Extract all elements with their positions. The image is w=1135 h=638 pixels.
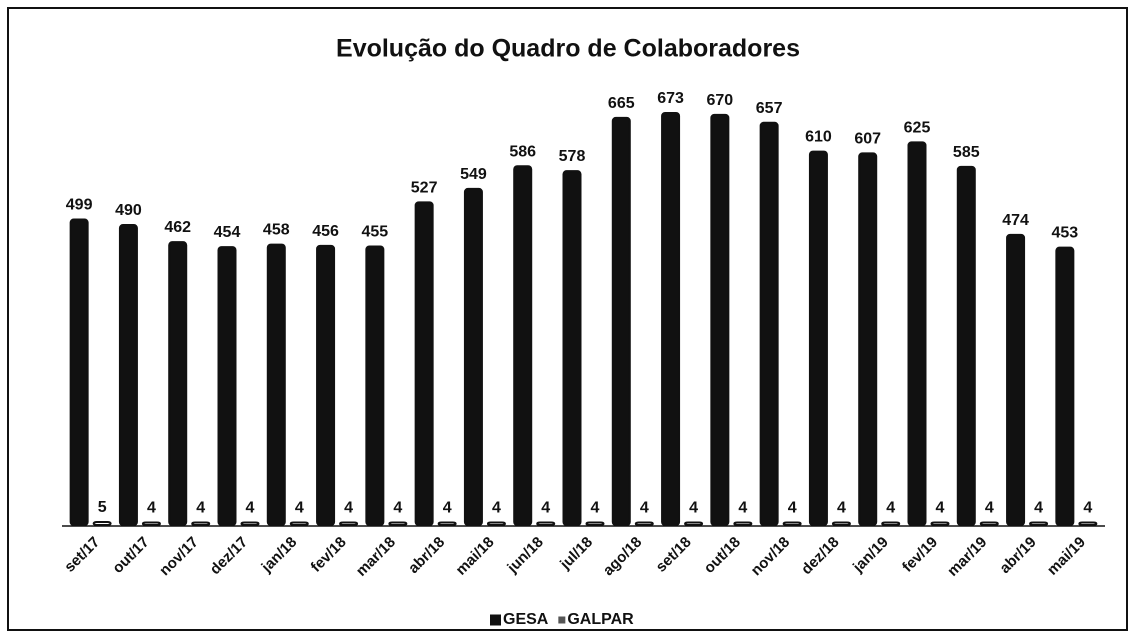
bar [979,521,999,527]
legend-label: GESA [503,611,549,628]
value-label: 4 [1034,500,1043,517]
bar [266,243,286,526]
value-label: 610 [805,129,832,146]
value-label: 4 [492,500,501,517]
legend-swatch [558,616,566,624]
bar [437,521,457,527]
value-label: 4 [985,500,994,517]
bar [118,224,138,526]
legend-swatch [490,614,501,626]
value-label: 4 [196,500,205,517]
bar [710,113,730,527]
bar [1006,233,1026,526]
value-label: 4 [591,500,600,517]
bar [858,152,878,526]
bar [168,241,188,527]
value-label: 665 [608,95,635,112]
value-label: 4 [246,500,255,517]
value-label: 490 [115,202,142,219]
value-label: 4 [837,500,846,517]
bar [930,521,950,527]
bar [92,520,112,527]
value-label: 4 [541,500,550,517]
value-label: 673 [657,90,684,107]
bar [388,521,408,527]
bar [733,521,753,527]
value-label: 456 [312,223,339,240]
value-label: 5 [98,499,107,516]
bar [611,116,631,527]
value-label: 455 [362,223,389,240]
value-label: 474 [1002,212,1029,229]
bar [1029,521,1049,527]
value-label: 585 [953,144,980,161]
bar [759,121,779,526]
bar [808,150,828,527]
value-label: 578 [559,148,586,165]
value-label: 670 [707,92,734,109]
value-label: 458 [263,222,290,239]
value-label: 4 [788,500,797,517]
bar [782,521,802,527]
bar [956,165,976,526]
legend-label: GALPAR [567,611,634,628]
value-label: 625 [904,119,931,136]
bar [289,521,309,527]
value-label: 453 [1052,225,1079,242]
bar [191,521,211,527]
bar [1078,521,1098,527]
value-label: 4 [443,500,452,517]
bar [414,201,434,526]
bar [881,521,901,527]
chart-title: Evolução do Quadro de Colaboradores [336,35,800,63]
bar [634,521,654,527]
bar [69,218,89,527]
value-label: 657 [756,100,783,117]
bar [316,244,336,526]
value-label: 4 [393,500,402,517]
bar [536,521,556,527]
bar [486,521,506,527]
bar [141,521,161,527]
value-label: 607 [854,130,881,147]
value-label: 4 [1083,500,1092,517]
value-label: 4 [936,500,945,517]
bar [513,165,533,526]
value-label: 4 [738,500,747,517]
bar [463,187,483,526]
bar [661,112,681,526]
value-label: 527 [411,179,438,196]
value-label: 4 [344,500,353,517]
bar [1055,246,1075,526]
bar [339,521,359,527]
value-label: 4 [886,500,895,517]
value-label: 4 [147,500,156,517]
bar [240,521,260,527]
bar [831,521,851,527]
value-label: 4 [295,500,304,517]
value-label: 586 [509,143,536,160]
value-label: 4 [689,500,698,517]
value-label: 454 [214,224,241,241]
bar [585,521,605,527]
bar [365,245,385,526]
value-label: 549 [460,166,487,183]
bar [907,141,927,526]
value-label: 4 [640,500,649,517]
bar [217,246,237,526]
value-label: 499 [66,197,93,214]
value-label: 462 [164,219,191,236]
bar [684,521,704,527]
bar [562,170,582,526]
